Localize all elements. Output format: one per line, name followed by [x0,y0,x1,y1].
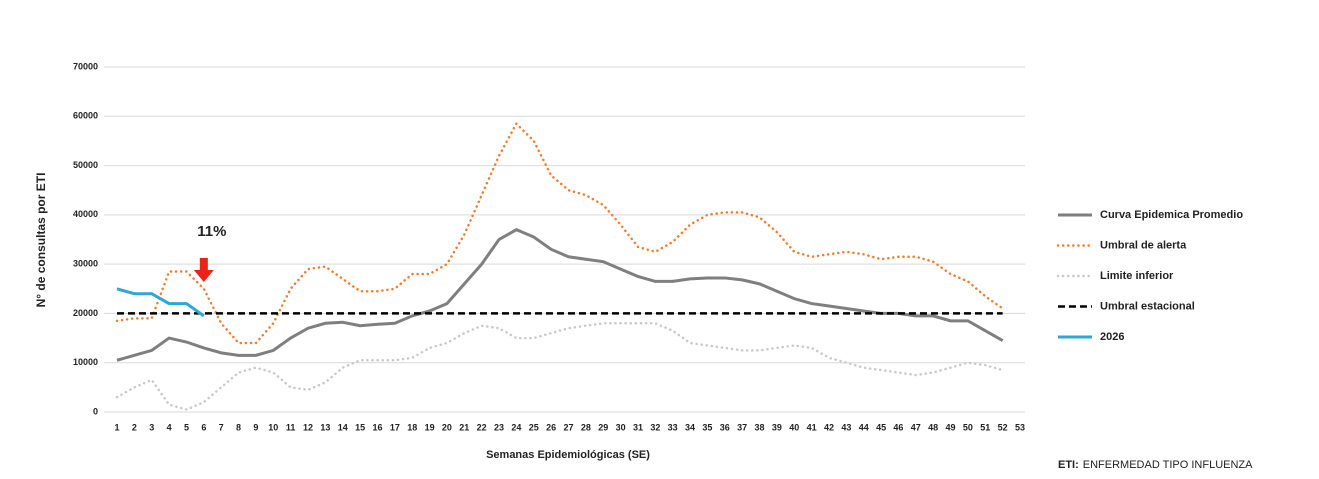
series-line [117,230,1003,361]
x-tick-label: 50 [963,422,973,432]
x-tick-label: 1 [114,422,119,432]
x-tick-label: 31 [633,422,643,432]
x-tick-label: 25 [529,422,539,432]
x-tick-label: 19 [425,422,435,432]
chart: N° de consultas por ETI Semanas Epidemio… [0,0,1319,479]
y-tick-label: 70000 [73,61,98,71]
x-tick-label: 35 [702,422,712,432]
x-tick-label: 18 [407,422,417,432]
x-tick-label: 44 [859,422,869,432]
x-tick-label: 22 [477,422,487,432]
y-tick-label: 0 [93,406,98,416]
x-tick-label: 52 [998,422,1008,432]
x-tick-label: 4 [167,422,172,432]
x-tick-label: 16 [372,422,382,432]
x-tick-label: 7 [219,422,224,432]
x-tick-label: 46 [893,422,903,432]
legend-label: 2026 [1100,331,1124,343]
annotation-label: 11% [197,223,226,240]
x-tick-label: 43 [841,422,851,432]
x-tick-label: 23 [494,422,504,432]
x-tick-label: 20 [442,422,452,432]
series-line [117,323,1003,409]
x-tick-label: 5 [184,422,189,432]
x-tick-label: 11 [286,422,296,432]
x-tick-label: 53 [1015,422,1025,432]
x-tick-label: 6 [201,422,206,432]
x-tick-label: 37 [737,422,747,432]
x-tick-label: 48 [928,422,938,432]
x-tick-label: 9 [253,422,258,432]
legend-label: Umbral de alerta [1100,239,1187,251]
x-tick-label: 34 [685,422,695,432]
x-tick-label: 13 [320,422,330,432]
footnote: ETI: ENFERMEDAD TIPO INFLUENZA [1058,459,1253,471]
legend-label: Limite inferior [1100,270,1174,282]
x-tick-label: 33 [668,422,678,432]
x-tick-label: 26 [546,422,556,432]
x-tick-label: 36 [720,422,730,432]
x-tick-label: 47 [911,422,921,432]
footnote-text: ENFERMEDAD TIPO INFLUENZA [1083,459,1253,471]
x-tick-label: 41 [807,422,817,432]
y-tick-label: 60000 [73,111,98,121]
x-tick-label: 29 [598,422,608,432]
x-axis-title: Semanas Epidemiológicas (SE) [486,449,650,461]
series-line [117,124,1003,343]
x-tick-label: 45 [876,422,886,432]
x-tick-label: 51 [980,422,990,432]
x-tick-label: 30 [616,422,626,432]
y-tick-label: 50000 [73,160,98,170]
x-tick-label: 17 [390,422,400,432]
legend-label: Curva Epidemica Promedio [1100,209,1243,221]
y-tick-label: 40000 [73,209,98,219]
x-tick-label: 3 [149,422,154,432]
x-tick-label: 42 [824,422,834,432]
annotation-arrow [194,258,214,282]
y-tick-label: 20000 [73,308,98,318]
footnote-term: ETI: [1058,459,1079,471]
x-tick-label: 27 [563,422,573,432]
x-tick-label: 8 [236,422,241,432]
x-tick-label: 49 [946,422,956,432]
x-tick-label: 14 [338,422,348,432]
x-tick-label: 2 [132,422,137,432]
x-tick-label: 32 [650,422,660,432]
x-tick-label: 28 [581,422,591,432]
x-tick-label: 38 [755,422,765,432]
x-tick-label: 39 [772,422,782,432]
x-tick-label: 12 [303,422,313,432]
y-tick-label: 10000 [73,357,98,367]
y-tick-label: 30000 [73,259,98,269]
x-tick-label: 21 [459,422,469,432]
x-tick-label: 40 [789,422,799,432]
x-tick-label: 10 [268,422,278,432]
x-tick-label: 15 [355,422,365,432]
x-tick-label: 24 [511,422,521,432]
legend-label: Umbral estacional [1100,300,1195,312]
y-axis-title: N° de consultas por ETI [34,173,48,308]
